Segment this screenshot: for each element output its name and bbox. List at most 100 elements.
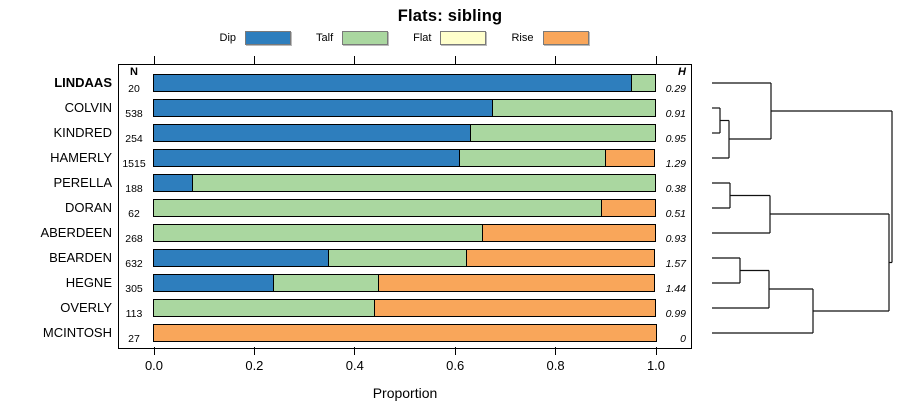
n-column-header: N	[130, 66, 138, 78]
tick-top	[253, 56, 255, 64]
tick-label: 0.4	[345, 358, 364, 373]
legend-label-talf: Talf	[316, 32, 334, 44]
legend-label-flat: Flat	[413, 32, 432, 44]
tick-top	[454, 56, 456, 64]
bar-segment-dip	[153, 99, 494, 117]
tick-label: 0.2	[245, 358, 264, 373]
h-value: 1.44	[665, 283, 686, 295]
bar-row	[153, 74, 657, 92]
bar-segment-dip	[153, 249, 330, 267]
bar-segment-rise	[377, 274, 655, 292]
bar-segment-talf	[153, 224, 484, 242]
bar-row	[153, 324, 657, 342]
bar-segment-talf	[272, 274, 379, 292]
tick-bottom	[153, 347, 155, 355]
n-value: 113	[125, 308, 143, 320]
n-value: 305	[125, 283, 143, 295]
row-label-bearden: BEARDEN	[49, 250, 112, 265]
h-value: 0.95	[665, 133, 686, 145]
n-value: 20	[128, 83, 140, 95]
h-value: 1.29	[665, 158, 686, 170]
x-axis-label: Proportion	[372, 385, 438, 401]
bar-segment-talf	[469, 124, 656, 142]
row-label-colvin: COLVIN	[64, 100, 112, 115]
bar-row	[153, 274, 657, 292]
n-value: 538	[125, 108, 143, 120]
n-value: 254	[125, 133, 143, 145]
bar-segment-talf	[328, 249, 467, 267]
row-label-overly: OVERLY	[60, 300, 112, 315]
bar-row	[153, 124, 657, 142]
bar-segment-talf	[630, 74, 656, 92]
legend-entry-dip: Dip	[220, 31, 292, 45]
legend-swatch-rise	[542, 31, 589, 45]
row-label-mcintosh: MCINTOSH	[42, 325, 112, 340]
bar-row	[153, 249, 657, 267]
legend: Dip Talf Flat Rise	[118, 30, 690, 46]
tick-label: 1.0	[646, 358, 666, 373]
bar-row	[153, 224, 657, 242]
h-value: 0	[680, 333, 686, 345]
tick-top	[354, 56, 356, 64]
tick-label: 0.6	[446, 358, 465, 373]
bar-segment-rise	[373, 299, 656, 317]
bar-segment-rise	[153, 324, 657, 342]
bar-segment-talf	[459, 149, 606, 167]
tick-bottom	[555, 347, 557, 355]
h-value: 0.29	[665, 83, 686, 95]
row-label-aberdeen: ABERDEEN	[40, 225, 112, 240]
tick-bottom	[253, 347, 255, 355]
h-value: 0.91	[665, 108, 686, 120]
h-value: 0.38	[665, 183, 686, 195]
bar-row	[153, 199, 657, 217]
tick-bottom	[454, 347, 456, 355]
bar-segment-talf	[492, 99, 656, 117]
row-label-kindred: KINDRED	[53, 125, 112, 140]
legend-label-dip: Dip	[219, 32, 237, 44]
row-label-perella: PERELLA	[53, 175, 112, 190]
legend-swatch-flat	[440, 31, 487, 45]
row-label-lindaas: LINDAAS	[54, 75, 112, 90]
bar-segment-dip	[153, 174, 194, 192]
tick-bottom	[354, 347, 356, 355]
tick-top	[555, 56, 557, 64]
bar-segment-dip	[153, 149, 461, 167]
bar-row	[153, 174, 657, 192]
h-value: 0.99	[665, 308, 686, 320]
bar-segment-talf	[153, 299, 375, 317]
tick-top	[153, 56, 155, 64]
tick-top	[655, 56, 657, 64]
bar-segment-dip	[153, 274, 274, 292]
bar-row	[153, 99, 657, 117]
n-value: 632	[125, 258, 143, 270]
plot-area	[118, 64, 692, 349]
bar-row	[153, 149, 657, 167]
row-label-hegne: HEGNE	[65, 275, 112, 290]
bar-segment-rise	[604, 149, 655, 167]
legend-swatch-talf	[342, 31, 389, 45]
bar-segment-rise	[465, 249, 655, 267]
tick-bottom	[655, 347, 657, 355]
legend-label-rise: Rise	[511, 32, 534, 44]
h-column-header: H	[678, 66, 686, 78]
tick-label: 0.8	[546, 358, 565, 373]
h-value: 1.57	[665, 258, 686, 270]
bar-row	[153, 299, 657, 317]
legend-entry-rise: Rise	[511, 31, 589, 45]
bar-segment-talf	[192, 174, 656, 192]
chart-title: Flats: sibling	[397, 7, 503, 25]
legend-entry-flat: Flat	[413, 31, 487, 45]
bar-segment-rise	[600, 199, 656, 217]
n-value: 1515	[122, 158, 146, 170]
legend-entry-talf: Talf	[316, 31, 389, 45]
n-value: 268	[125, 233, 143, 245]
bar-segment-dip	[153, 124, 471, 142]
n-value: 27	[128, 333, 140, 345]
n-value: 188	[125, 183, 143, 195]
bar-segment-rise	[482, 224, 656, 242]
h-value: 0.93	[665, 233, 686, 245]
bar-segment-talf	[153, 199, 602, 217]
tick-label: 0.0	[144, 358, 164, 373]
h-value: 0.51	[665, 208, 686, 220]
row-label-hamerly: HAMERLY	[50, 150, 112, 165]
